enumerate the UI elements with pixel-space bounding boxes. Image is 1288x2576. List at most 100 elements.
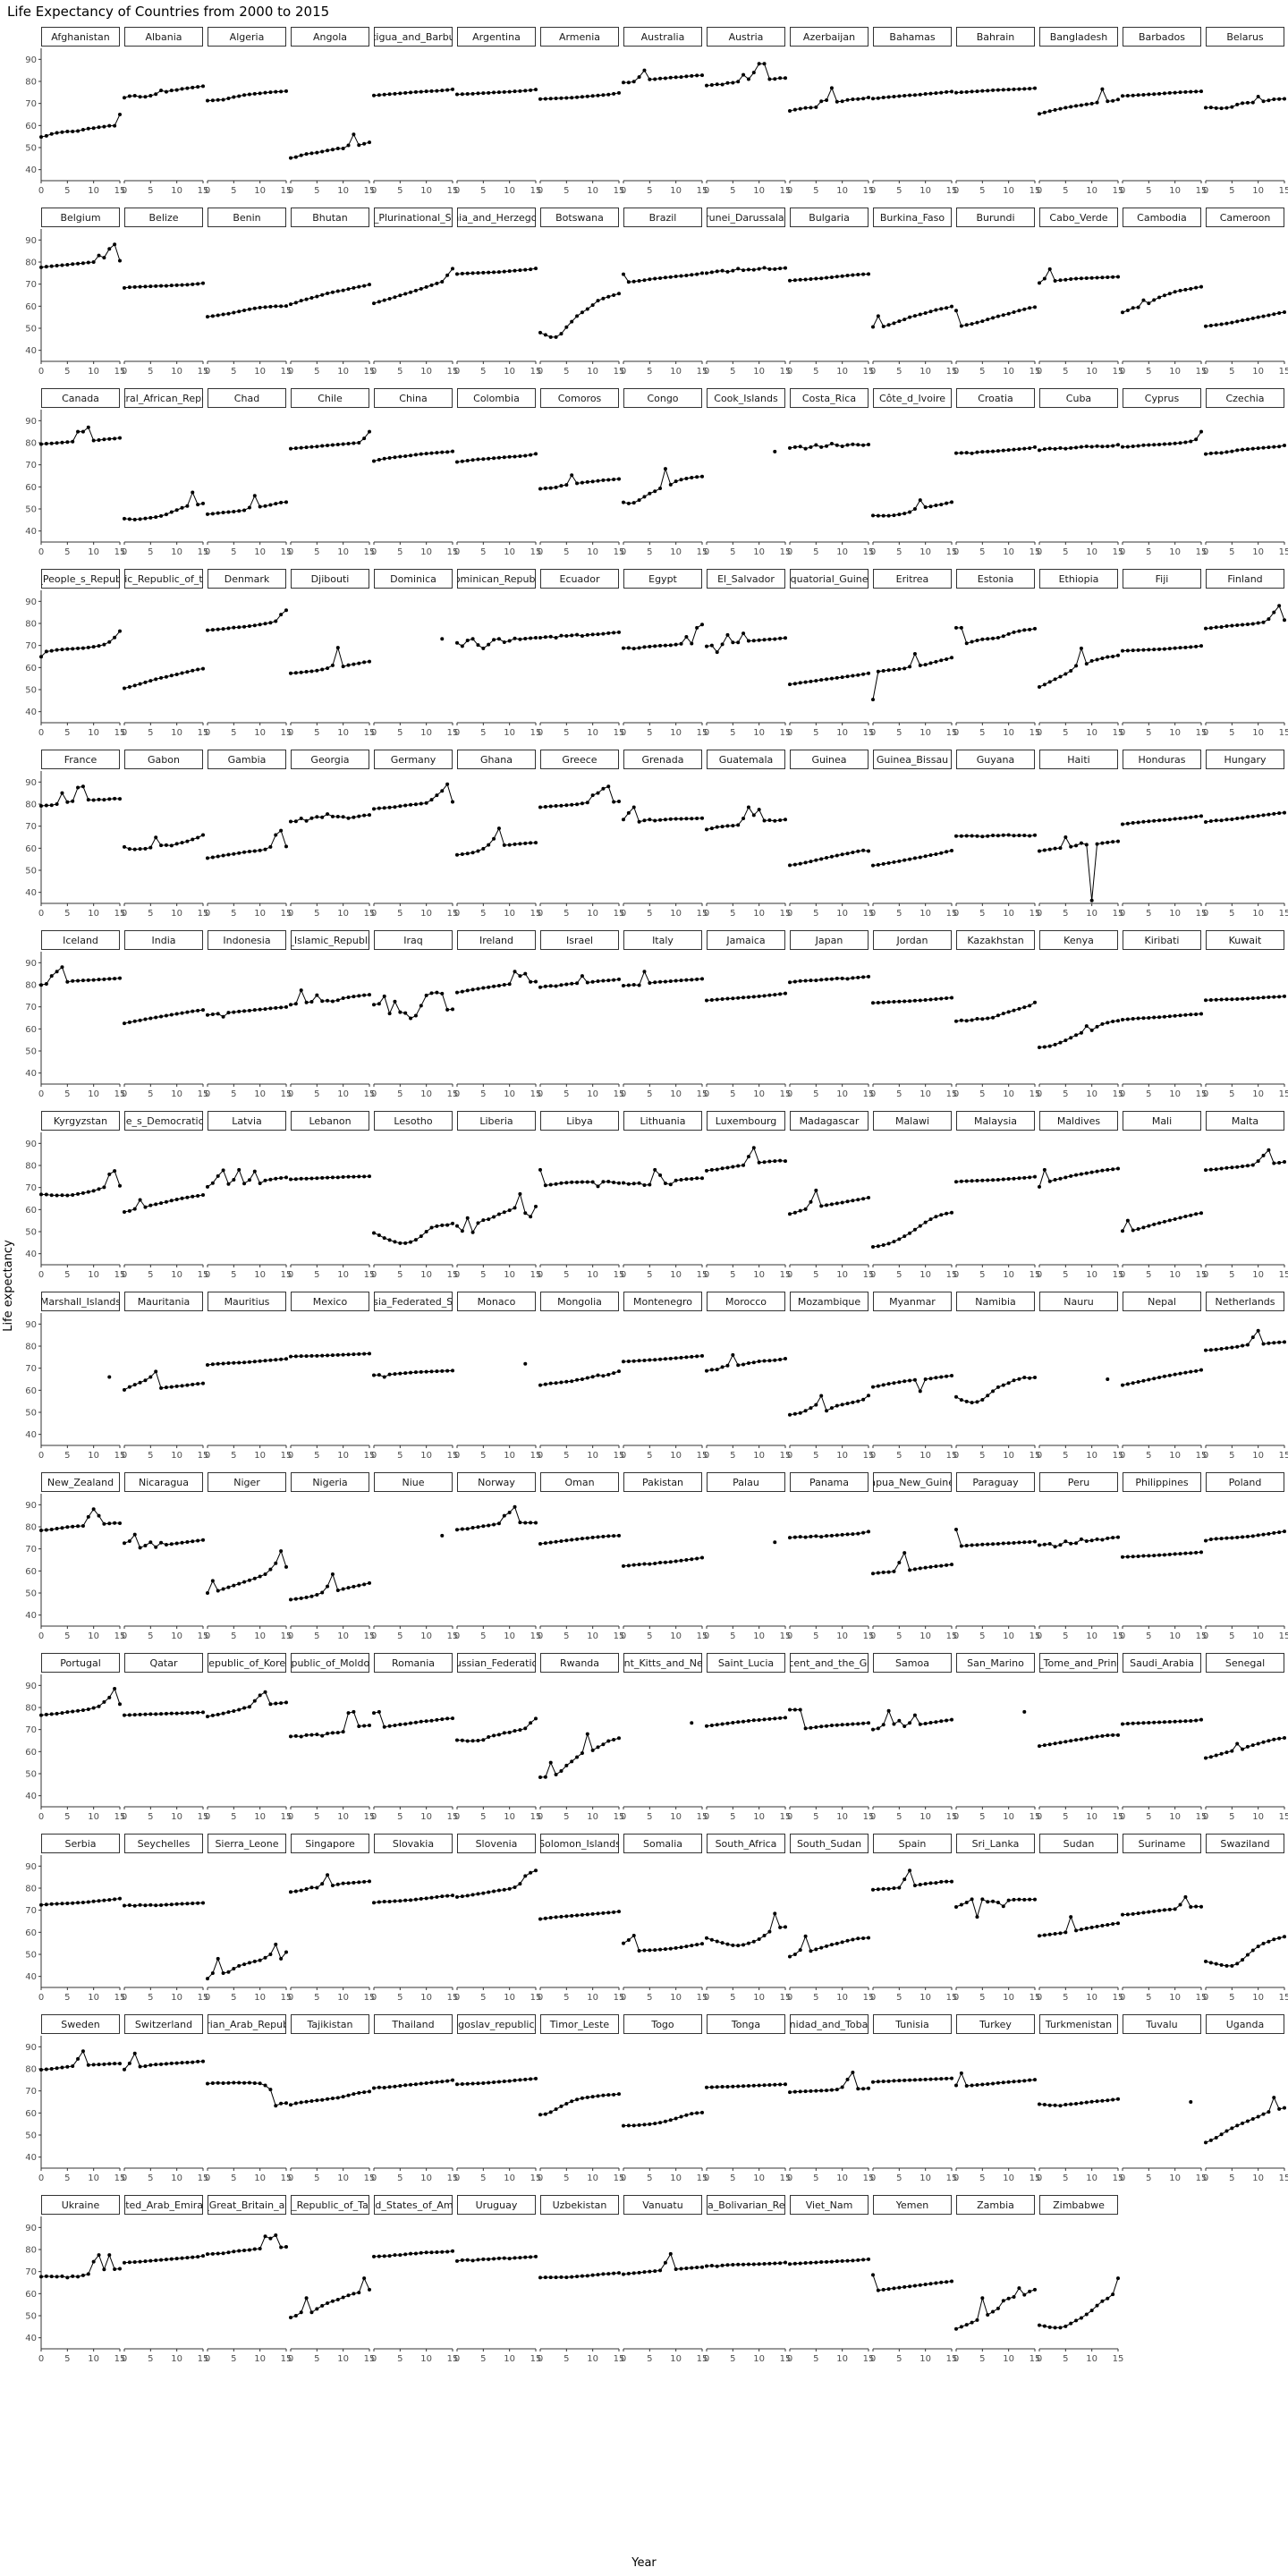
facet-strip	[1123, 388, 1201, 408]
data-point	[326, 1353, 330, 1358]
x-tick-label: 5	[1229, 728, 1234, 738]
data-point	[403, 1241, 408, 1245]
data-point	[387, 296, 392, 301]
data-point	[1261, 813, 1266, 818]
data-point	[206, 1362, 209, 1367]
data-point	[1219, 818, 1224, 823]
data-point	[1084, 1171, 1089, 1175]
data-point	[626, 983, 631, 987]
data-point	[279, 304, 284, 309]
x-tick-label: 10	[504, 728, 515, 738]
data-point	[829, 275, 834, 280]
x-tick-label: 10	[254, 909, 266, 919]
series-line-segment	[352, 133, 360, 146]
data-point	[1047, 680, 1052, 684]
data-point	[76, 129, 80, 133]
data-point	[668, 482, 673, 487]
data-point	[871, 1001, 875, 1005]
data-point	[403, 803, 408, 808]
data-point	[424, 89, 428, 94]
data-point	[523, 637, 528, 641]
x-tick-label: 5	[564, 547, 569, 557]
data-point	[357, 814, 361, 818]
data-point	[1272, 445, 1276, 449]
data-point	[387, 1238, 392, 1242]
series-line-segment	[514, 1193, 521, 1208]
x-tick-label: 5	[397, 728, 402, 738]
data-point	[590, 632, 595, 637]
data-point	[564, 634, 569, 639]
facet-strip	[956, 388, 1035, 408]
data-point	[289, 819, 292, 824]
data-point	[684, 978, 689, 982]
x-tick-label: 15	[1279, 909, 1288, 919]
series-line-segment	[269, 835, 276, 848]
x-tick-label: 10	[670, 728, 682, 738]
data-point	[912, 93, 917, 97]
data-point	[377, 806, 381, 810]
data-point	[274, 619, 278, 623]
data-point	[1136, 648, 1140, 652]
data-point	[413, 453, 418, 457]
data-point	[601, 979, 606, 983]
data-point	[284, 608, 288, 613]
data-point	[196, 1194, 200, 1199]
data-point	[419, 286, 423, 291]
x-tick-label: 15	[1279, 367, 1288, 377]
x-tick-label: 5	[1063, 1089, 1068, 1099]
data-point	[326, 666, 330, 671]
facet-strip	[457, 569, 536, 589]
data-point	[180, 87, 184, 91]
x-tick-label: 10	[753, 1089, 765, 1099]
data-point	[637, 498, 641, 503]
data-point	[1167, 647, 1172, 651]
data-point	[507, 1208, 512, 1213]
data-point	[725, 996, 730, 1001]
data-point	[970, 451, 974, 455]
series-line-segment	[191, 492, 199, 505]
x-tick-label: 0	[870, 547, 876, 557]
x-tick-label: 10	[836, 728, 848, 738]
facet-strip-label: Haiti	[1067, 754, 1089, 766]
data-point	[939, 851, 944, 855]
x-tick-label: 5	[231, 186, 236, 196]
data-point	[648, 491, 652, 496]
data-point	[1147, 1016, 1151, 1020]
data-point	[341, 996, 345, 1001]
data-point	[206, 315, 209, 319]
data-point	[695, 475, 699, 479]
data-point	[1219, 322, 1224, 326]
y-tick-label: 70	[25, 99, 37, 109]
data-point	[757, 1360, 761, 1364]
data-point	[293, 671, 298, 675]
data-point	[902, 1379, 907, 1384]
data-point	[840, 1200, 844, 1205]
data-point	[1173, 646, 1177, 650]
data-point	[746, 267, 750, 272]
data-point	[201, 833, 205, 837]
data-point	[143, 516, 148, 521]
data-point	[637, 1359, 641, 1363]
data-point	[829, 1202, 834, 1207]
x-tick-label: 15	[863, 728, 875, 738]
y-tick-label: 50	[25, 1047, 37, 1057]
facet-strip-label: Armenia	[559, 31, 600, 43]
data-point	[741, 996, 746, 1000]
data-point	[226, 96, 231, 100]
data-point	[341, 815, 345, 819]
data-point	[543, 333, 547, 337]
data-point	[845, 852, 850, 856]
data-point	[762, 818, 767, 823]
data-point	[1147, 92, 1151, 97]
data-point	[918, 498, 922, 503]
data-point	[492, 90, 496, 95]
data-point	[148, 1016, 153, 1021]
data-point	[1199, 814, 1203, 818]
data-point	[154, 677, 158, 682]
data-point	[357, 284, 361, 289]
data-point	[435, 1224, 439, 1228]
x-tick-label: 5	[314, 367, 319, 377]
